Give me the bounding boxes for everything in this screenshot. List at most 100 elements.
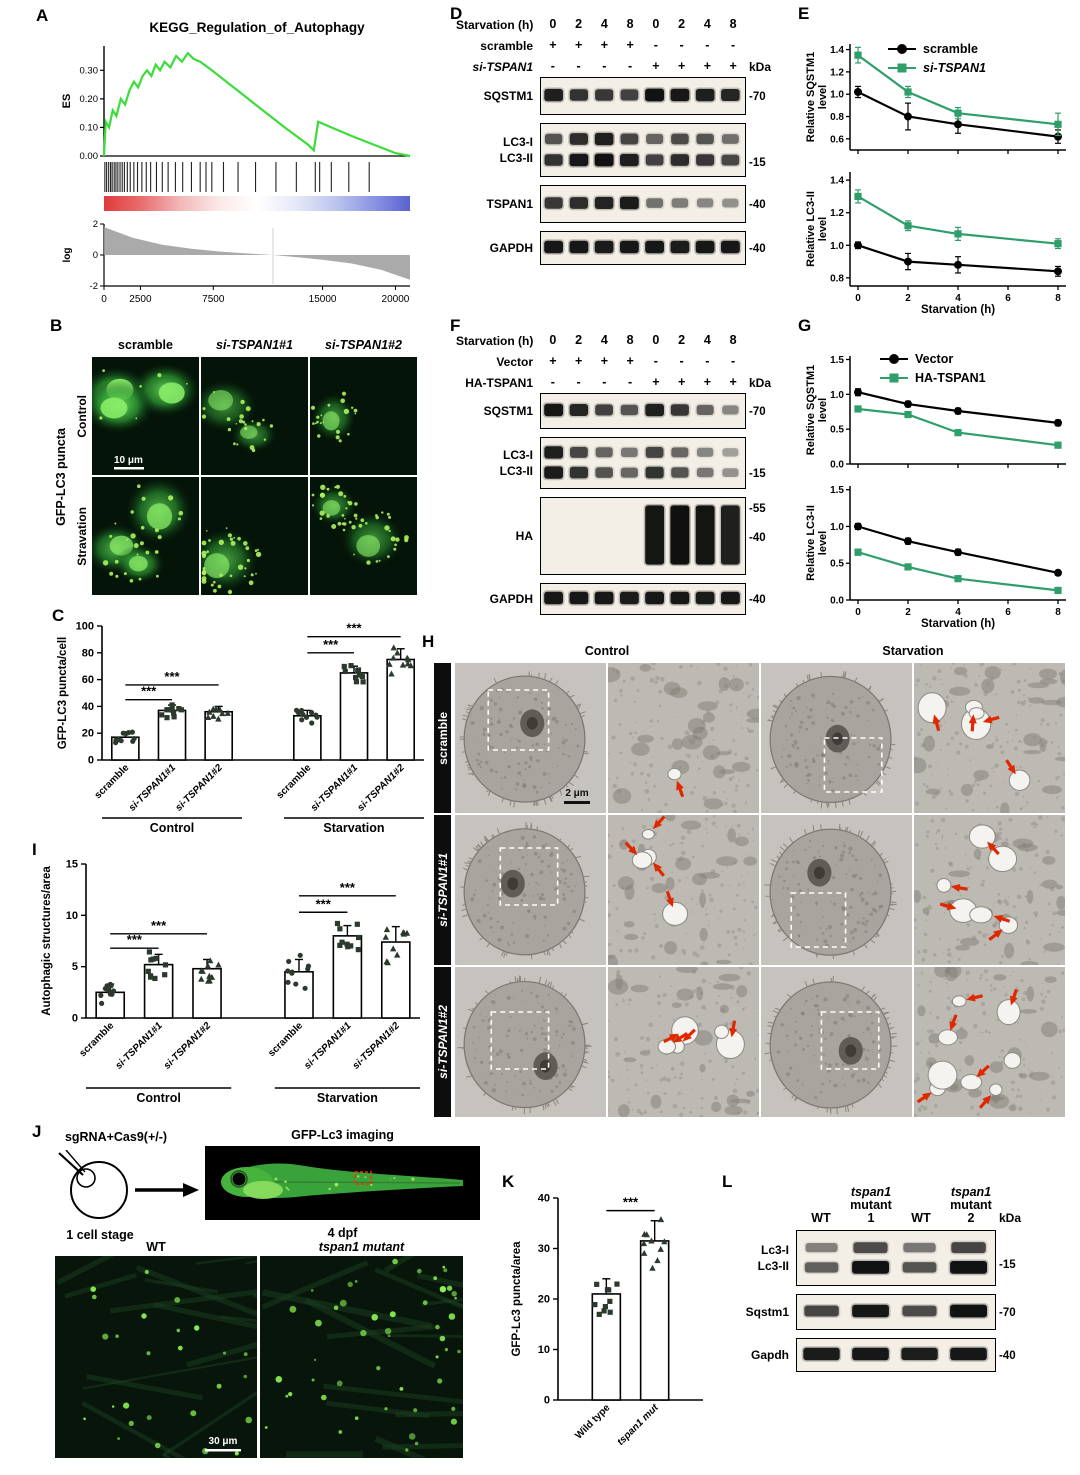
blot-row: HA -55 -40 bbox=[456, 497, 786, 575]
svg-text:***: *** bbox=[346, 621, 362, 636]
lane-value: 2 bbox=[575, 16, 583, 31]
blot-target-label: SQSTM1 bbox=[483, 403, 533, 418]
lc3-line-chart-e: 0.8 1.0 1.2 1.4 0 2 4 6 8 Starvation (h) Relative … bbox=[804, 164, 1076, 316]
blot-membrane bbox=[796, 1230, 996, 1286]
blot-membrane bbox=[540, 393, 746, 429]
blot-target-label: LC3-I LC3-II bbox=[499, 134, 533, 165]
svg-text:1.0: 1.0 bbox=[830, 390, 844, 401]
svg-text:0.00: 0.00 bbox=[80, 151, 99, 162]
svg-text:si-TSPAN1#1: si-TSPAN1#1 bbox=[302, 1020, 354, 1072]
lane-value: + bbox=[549, 353, 557, 368]
svg-text:Relative SQSTM1: Relative SQSTM1 bbox=[805, 52, 817, 142]
em-image bbox=[761, 967, 912, 1117]
svg-text:-2: -2 bbox=[90, 281, 98, 292]
lane-value: - bbox=[576, 58, 581, 73]
blot-column-header: WT bbox=[811, 1211, 831, 1226]
svg-text:***: *** bbox=[127, 932, 143, 947]
lane-value: + bbox=[549, 37, 557, 52]
svg-text:***: *** bbox=[164, 669, 180, 684]
molecular-weight-markers: -55 -40 bbox=[746, 497, 784, 575]
sgrna-cas9-label: sgRNA+Cas9(+/-) bbox=[64, 1130, 168, 1144]
sqstm1-line-chart: 0.6 0.8 1.0 1.2 1.4 Relative SQSTM1 level bbox=[805, 44, 1066, 154]
lane-value: 0 bbox=[549, 16, 557, 31]
blot-target-label: SQSTM1 bbox=[483, 88, 533, 103]
fluorescence-image-control-scramble: 10 μm bbox=[92, 357, 199, 475]
lane-values: - - - - + + + + bbox=[540, 372, 746, 393]
em-svg bbox=[914, 663, 1065, 813]
dpf-label: 4 dpf bbox=[327, 1226, 358, 1240]
panel-d-label: D bbox=[450, 4, 463, 23]
gfp-lc3-imaging-label: GFP-Lc3 imaging bbox=[291, 1128, 394, 1142]
lane-value: - bbox=[602, 374, 607, 389]
svg-text:si-TSPAN1#2: si-TSPAN1#2 bbox=[356, 762, 408, 814]
svg-text:4: 4 bbox=[955, 293, 961, 304]
svg-text:40: 40 bbox=[538, 1193, 550, 1205]
svg-text:15000: 15000 bbox=[309, 294, 337, 305]
panel-c-label: C bbox=[52, 606, 65, 625]
svg-text:Control: Control bbox=[150, 821, 194, 835]
lane-value: 0 bbox=[549, 332, 557, 347]
lane-value: 0 bbox=[652, 16, 660, 31]
blot-header-row: Starvation (h) 0 2 4 8 0 2 4 8 bbox=[456, 14, 786, 35]
lc3ii-line-chart: 0.8 1.0 1.2 1.4 0 2 4 6 8 Starvation (h) Relative … bbox=[805, 172, 1066, 316]
svg-text:4: 4 bbox=[955, 607, 961, 618]
em-image bbox=[914, 967, 1065, 1117]
blot-target-label: LC3-I LC3-II bbox=[499, 447, 533, 478]
svg-text:tspan1 mut: tspan1 mut bbox=[615, 1402, 661, 1448]
em-svg bbox=[761, 663, 912, 813]
svg-text:10: 10 bbox=[66, 910, 78, 922]
molecular-weight-markers: -15 bbox=[746, 123, 784, 177]
em-image bbox=[608, 815, 759, 965]
svg-text:40: 40 bbox=[82, 701, 94, 713]
legend-item: Vector bbox=[880, 352, 986, 366]
lane-value: 8 bbox=[729, 16, 737, 31]
blot-condition-label: Vector bbox=[496, 354, 533, 369]
lane-value: 8 bbox=[626, 332, 634, 347]
blot-target-label: Lc3-I Lc3-II bbox=[757, 1242, 789, 1273]
lane-value: 0 bbox=[652, 332, 660, 347]
svg-text:si-TSPAN1#1: si-TSPAN1#1 bbox=[113, 1020, 165, 1072]
svg-text:Control: Control bbox=[136, 1091, 180, 1105]
blot-row: GAPDH -40 bbox=[456, 231, 786, 265]
blot-row: SQSTM1 -70 bbox=[456, 393, 786, 429]
square-marker-icon bbox=[888, 63, 916, 73]
svg-text:level: level bbox=[817, 85, 829, 109]
svg-text:1.4: 1.4 bbox=[830, 176, 844, 187]
em-image bbox=[455, 967, 606, 1117]
fluorescence-image-control-si1 bbox=[201, 357, 308, 475]
lane-value: 2 bbox=[678, 16, 686, 31]
svg-text:20: 20 bbox=[538, 1294, 550, 1306]
lane-value: + bbox=[600, 37, 609, 52]
em-image bbox=[608, 967, 759, 1117]
panel-b-col-si1: si-TSPAN1#1 bbox=[216, 338, 293, 352]
gfp-lc3-puncta-area-chart: 0 10 20 30 40 Wild type tspan1 mut *** GFP-Lc3 p… bbox=[511, 1193, 703, 1448]
lane-value: 4 bbox=[600, 332, 608, 347]
circle-marker-icon bbox=[888, 44, 916, 54]
svg-text:8: 8 bbox=[1055, 293, 1061, 304]
lc3-line-chart-g: 0.0 0.5 1.0 1.5 0 2 4 6 8 Starvation (h) Relative … bbox=[804, 478, 1076, 630]
fluorescence-image-starvation-si2 bbox=[310, 477, 417, 595]
blot-membrane bbox=[540, 497, 746, 575]
lane-value: 8 bbox=[729, 332, 737, 347]
blot-column-header: WT bbox=[911, 1211, 931, 1226]
blot-row: LC3-I LC3-II -15 bbox=[456, 123, 786, 177]
panel-b-col-si2: si-TSPAN1#2 bbox=[325, 338, 402, 352]
fluorescence-svg bbox=[201, 477, 308, 595]
svg-text:10 μm: 10 μm bbox=[114, 455, 143, 466]
blot-target-label: Sqstm1 bbox=[745, 1304, 789, 1319]
mw-marker: -15 bbox=[749, 468, 766, 481]
blot-row: LC3-I LC3-II -15 bbox=[456, 437, 786, 489]
lane-value: - bbox=[628, 58, 633, 73]
blot-header-row: Vector + + + + - - - - bbox=[456, 351, 786, 372]
panel-h-col-starvation: Starvation bbox=[882, 644, 944, 658]
svg-text:0.30: 0.30 bbox=[80, 65, 99, 76]
circle-marker-icon bbox=[880, 354, 908, 364]
gfp-lc3-puncta-bar-chart: 0 20 40 60 80 100 scramble si-TSPAN1#1 si-TSPAN1… bbox=[54, 614, 434, 840]
lane-value: - bbox=[731, 353, 736, 368]
lane-values: 0 2 4 8 0 2 4 8 bbox=[540, 14, 746, 35]
kda-label: kDa bbox=[999, 1211, 1022, 1226]
em-image bbox=[914, 663, 1065, 813]
svg-text:Starvation: Starvation bbox=[317, 1091, 378, 1105]
svg-text:80: 80 bbox=[82, 647, 94, 659]
svg-text:0: 0 bbox=[544, 1395, 550, 1407]
